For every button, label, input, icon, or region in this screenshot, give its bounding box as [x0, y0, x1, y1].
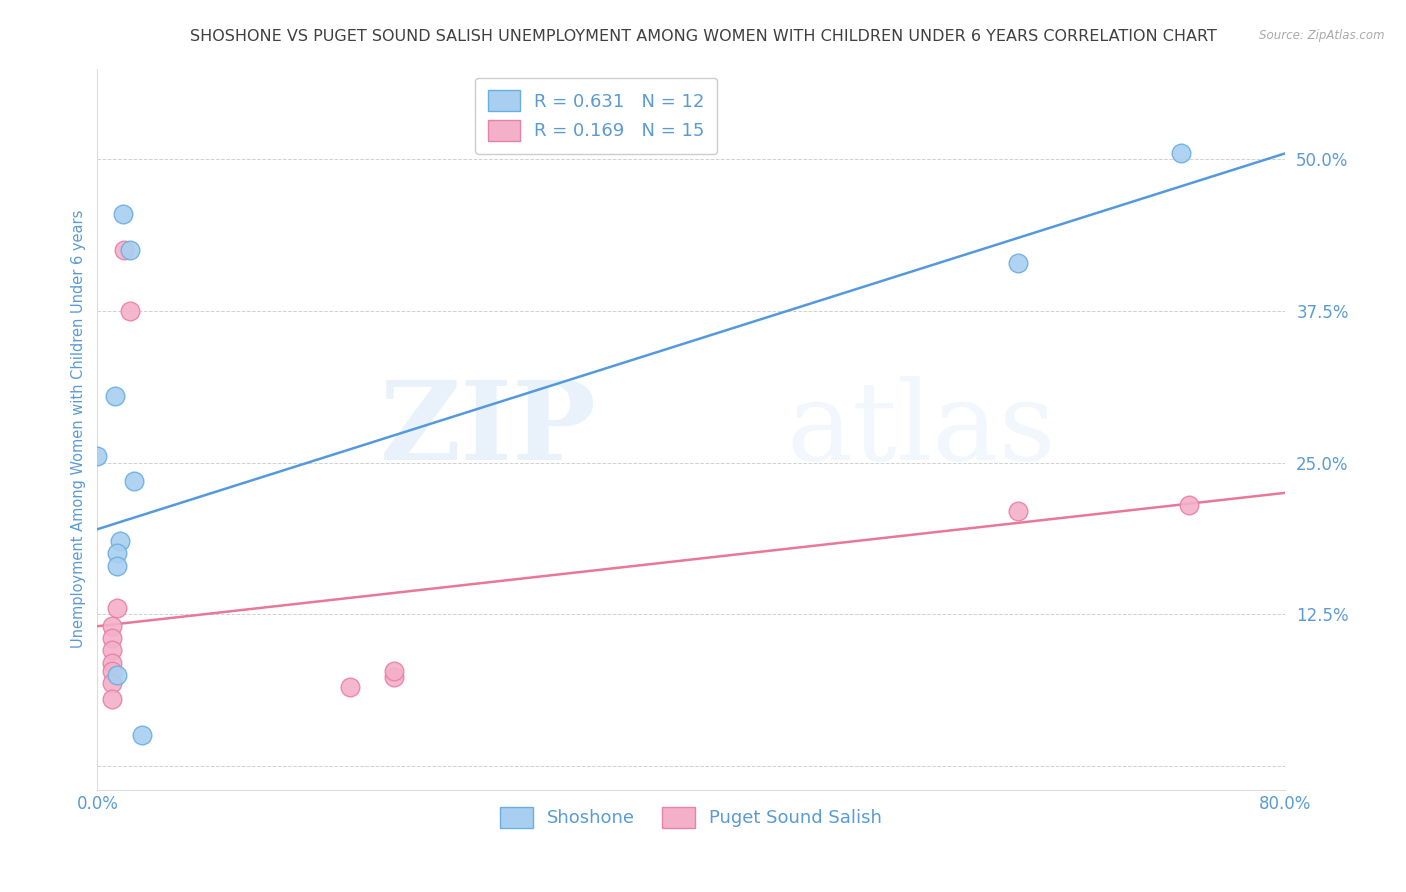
Point	[105, 667, 128, 681]
Point	[105, 601, 128, 615]
Point	[101, 692, 124, 706]
Point	[101, 632, 124, 646]
Point	[111, 207, 134, 221]
Point	[105, 558, 128, 573]
Point	[124, 474, 146, 488]
Text: Source: ZipAtlas.com: Source: ZipAtlas.com	[1260, 29, 1385, 42]
Point	[1170, 146, 1192, 161]
Point	[339, 680, 361, 694]
Point	[382, 670, 405, 684]
Point	[112, 244, 135, 258]
Point	[86, 450, 108, 464]
Point	[118, 304, 141, 318]
Point	[382, 664, 405, 678]
Point	[105, 547, 128, 561]
Point	[108, 534, 131, 549]
Legend: Shoshone, Puget Sound Salish: Shoshone, Puget Sound Salish	[494, 800, 890, 835]
Point	[101, 676, 124, 690]
Point	[101, 643, 124, 657]
Text: atlas: atlas	[786, 376, 1056, 483]
Point	[118, 244, 141, 258]
Point	[1007, 504, 1029, 518]
Point	[104, 389, 127, 403]
Point	[101, 619, 124, 633]
Point	[101, 664, 124, 678]
Text: ZIP: ZIP	[380, 376, 596, 483]
Point	[1007, 255, 1029, 269]
Text: SHOSHONE VS PUGET SOUND SALISH UNEMPLOYMENT AMONG WOMEN WITH CHILDREN UNDER 6 YE: SHOSHONE VS PUGET SOUND SALISH UNEMPLOYM…	[190, 29, 1216, 44]
Point	[1177, 498, 1199, 512]
Point	[131, 728, 153, 742]
Y-axis label: Unemployment Among Women with Children Under 6 years: Unemployment Among Women with Children U…	[72, 210, 86, 648]
Point	[101, 656, 124, 670]
